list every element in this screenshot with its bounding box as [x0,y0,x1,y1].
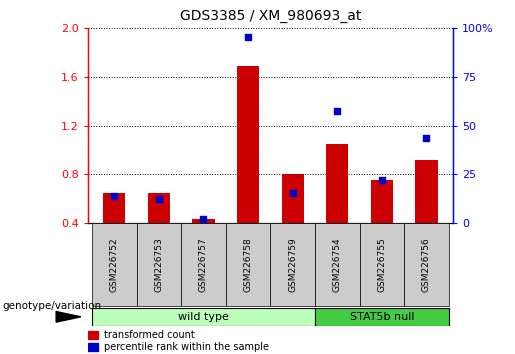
Bar [92,223,136,306]
Text: percentile rank within the sample: percentile rank within the sample [104,342,269,352]
Bar [148,193,170,223]
Bar [92,308,315,326]
Text: GSM226753: GSM226753 [154,237,163,292]
Bar [404,223,449,306]
Bar [136,223,181,306]
Bar [326,144,349,223]
Point [333,108,341,114]
Bar [315,223,359,306]
Title: GDS3385 / XM_980693_at: GDS3385 / XM_980693_at [180,9,361,23]
Text: GSM226752: GSM226752 [110,237,119,292]
Text: GSM226759: GSM226759 [288,237,297,292]
Bar [371,181,393,223]
Text: genotype/variation: genotype/variation [3,301,101,311]
Bar [282,175,304,223]
Point [244,34,252,40]
Polygon shape [56,312,81,322]
Bar [103,193,126,223]
Text: wild type: wild type [178,312,229,322]
Point [422,135,431,141]
Bar [415,160,438,223]
Point [110,193,118,199]
Text: GSM226754: GSM226754 [333,237,342,292]
Text: GSM226758: GSM226758 [244,237,252,292]
Bar [315,308,449,326]
Bar [192,219,215,223]
Bar [270,223,315,306]
Point [155,196,163,201]
Text: GSM226756: GSM226756 [422,237,431,292]
Text: STAT5b null: STAT5b null [350,312,414,322]
Bar [181,223,226,306]
Bar [359,223,404,306]
Text: transformed count: transformed count [104,330,195,340]
Text: GSM226755: GSM226755 [377,237,386,292]
Bar [237,66,259,223]
Text: GSM226757: GSM226757 [199,237,208,292]
Point [377,178,386,183]
Bar [88,331,98,339]
Bar [226,223,270,306]
Bar [88,343,98,350]
Point [199,217,208,222]
Point [288,190,297,195]
